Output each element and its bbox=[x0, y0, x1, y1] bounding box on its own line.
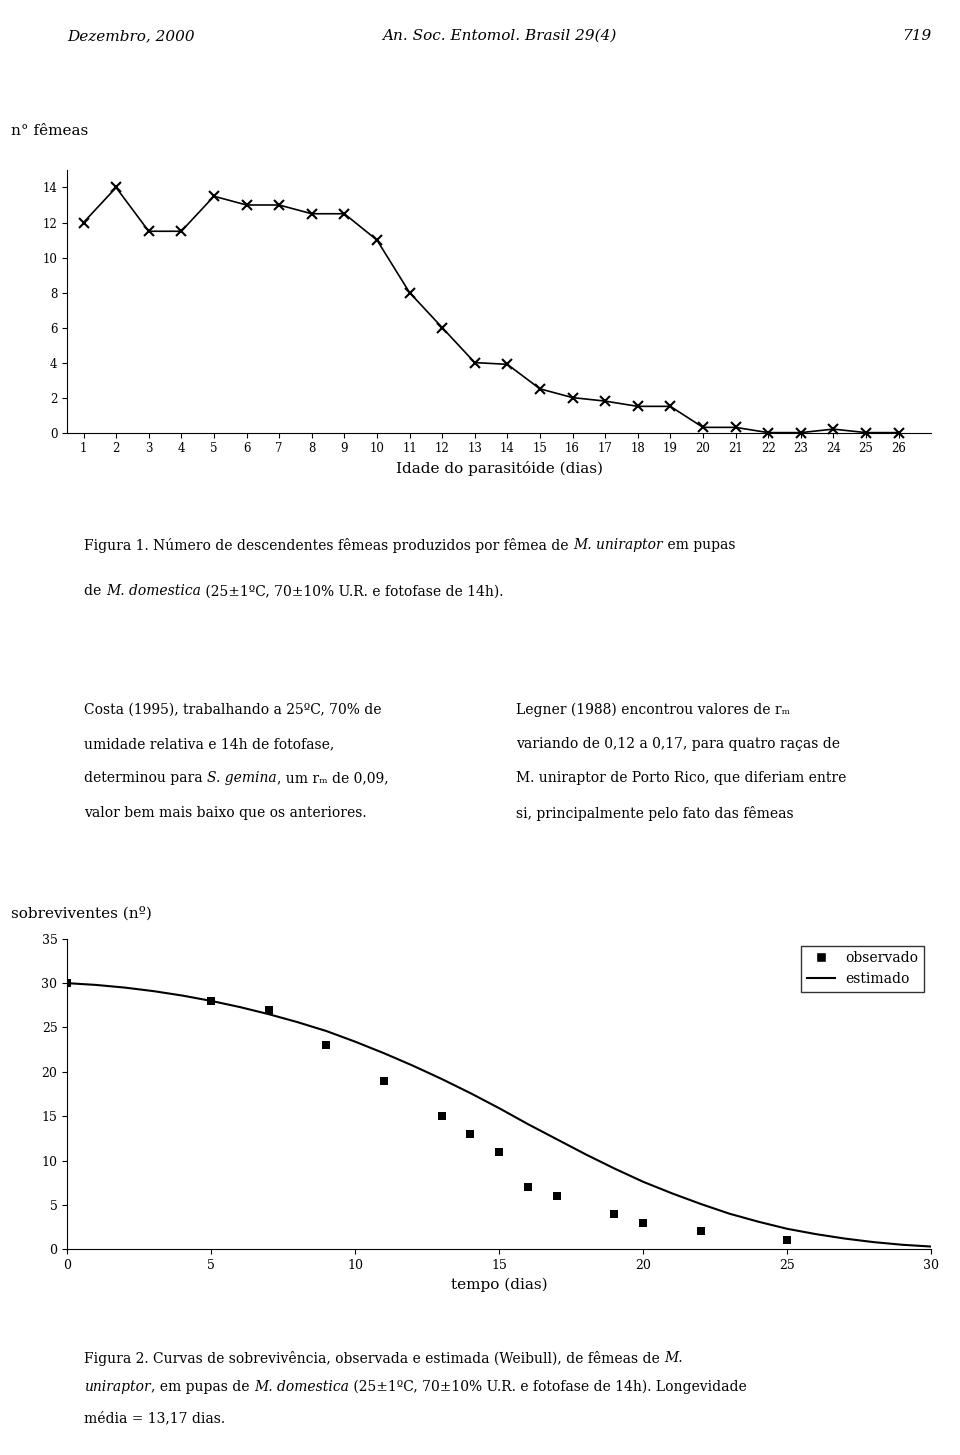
Text: sobreviventes (nº): sobreviventes (nº) bbox=[12, 906, 152, 920]
Text: média = 13,17 dias.: média = 13,17 dias. bbox=[84, 1411, 226, 1424]
Text: (25±1ºC, 70±10% U.R. e fotofase de 14h).: (25±1ºC, 70±10% U.R. e fotofase de 14h). bbox=[201, 585, 503, 598]
Text: de: de bbox=[84, 585, 107, 598]
Text: umidade relativa e 14h de fotofase,: umidade relativa e 14h de fotofase, bbox=[84, 736, 335, 751]
Legend: observado, estimado: observado, estimado bbox=[802, 946, 924, 992]
Text: Dezembro, 2000: Dezembro, 2000 bbox=[67, 29, 195, 44]
Text: M. uniraptor de Porto Rico, que diferiam entre: M. uniraptor de Porto Rico, que diferiam… bbox=[516, 771, 847, 786]
Text: variando de 0,12 a 0,17, para quatro raças de: variando de 0,12 a 0,17, para quatro raç… bbox=[516, 736, 841, 751]
Text: An. Soc. Entomol. Brasil 29(4): An. Soc. Entomol. Brasil 29(4) bbox=[382, 29, 616, 44]
Text: uniraptor: uniraptor bbox=[84, 1379, 151, 1394]
Text: determinou para: determinou para bbox=[84, 771, 207, 786]
Text: 719: 719 bbox=[902, 29, 931, 44]
Text: Legner (1988) encontrou valores de rₘ: Legner (1988) encontrou valores de rₘ bbox=[516, 703, 791, 717]
Text: , um rₘ de 0,09,: , um rₘ de 0,09, bbox=[277, 771, 389, 786]
Text: Figura 2. Curvas de sobrevivência, observada e estimada (Weibull), de fêmeas de: Figura 2. Curvas de sobrevivência, obser… bbox=[84, 1350, 664, 1366]
Text: M.: M. bbox=[664, 1350, 684, 1365]
Text: (25±1ºC, 70±10% U.R. e fotofase de 14h). Longevidade: (25±1ºC, 70±10% U.R. e fotofase de 14h).… bbox=[348, 1379, 747, 1394]
Text: M. domestica: M. domestica bbox=[254, 1379, 348, 1394]
Text: em pupas: em pupas bbox=[663, 538, 735, 553]
Text: , em pupas de: , em pupas de bbox=[151, 1379, 254, 1394]
X-axis label: Idade do parasitóide (dias): Idade do parasitóide (dias) bbox=[396, 461, 603, 476]
Text: Costa (1995), trabalhando a 25ºC, 70% de: Costa (1995), trabalhando a 25ºC, 70% de bbox=[84, 703, 382, 716]
X-axis label: tempo (dias): tempo (dias) bbox=[451, 1277, 547, 1292]
Text: M. uniraptor: M. uniraptor bbox=[573, 538, 663, 553]
Text: si, principalmente pelo fato das fêmeas: si, principalmente pelo fato das fêmeas bbox=[516, 806, 794, 821]
Text: S. gemina: S. gemina bbox=[207, 771, 277, 786]
Text: n° fêmeas: n° fêmeas bbox=[12, 125, 88, 138]
Text: M. domestica: M. domestica bbox=[107, 585, 201, 598]
Text: Figura 1. Número de descendentes fêmeas produzidos por fêmea de: Figura 1. Número de descendentes fêmeas … bbox=[84, 538, 573, 553]
Text: valor bem mais baixo que os anteriores.: valor bem mais baixo que os anteriores. bbox=[84, 806, 367, 819]
